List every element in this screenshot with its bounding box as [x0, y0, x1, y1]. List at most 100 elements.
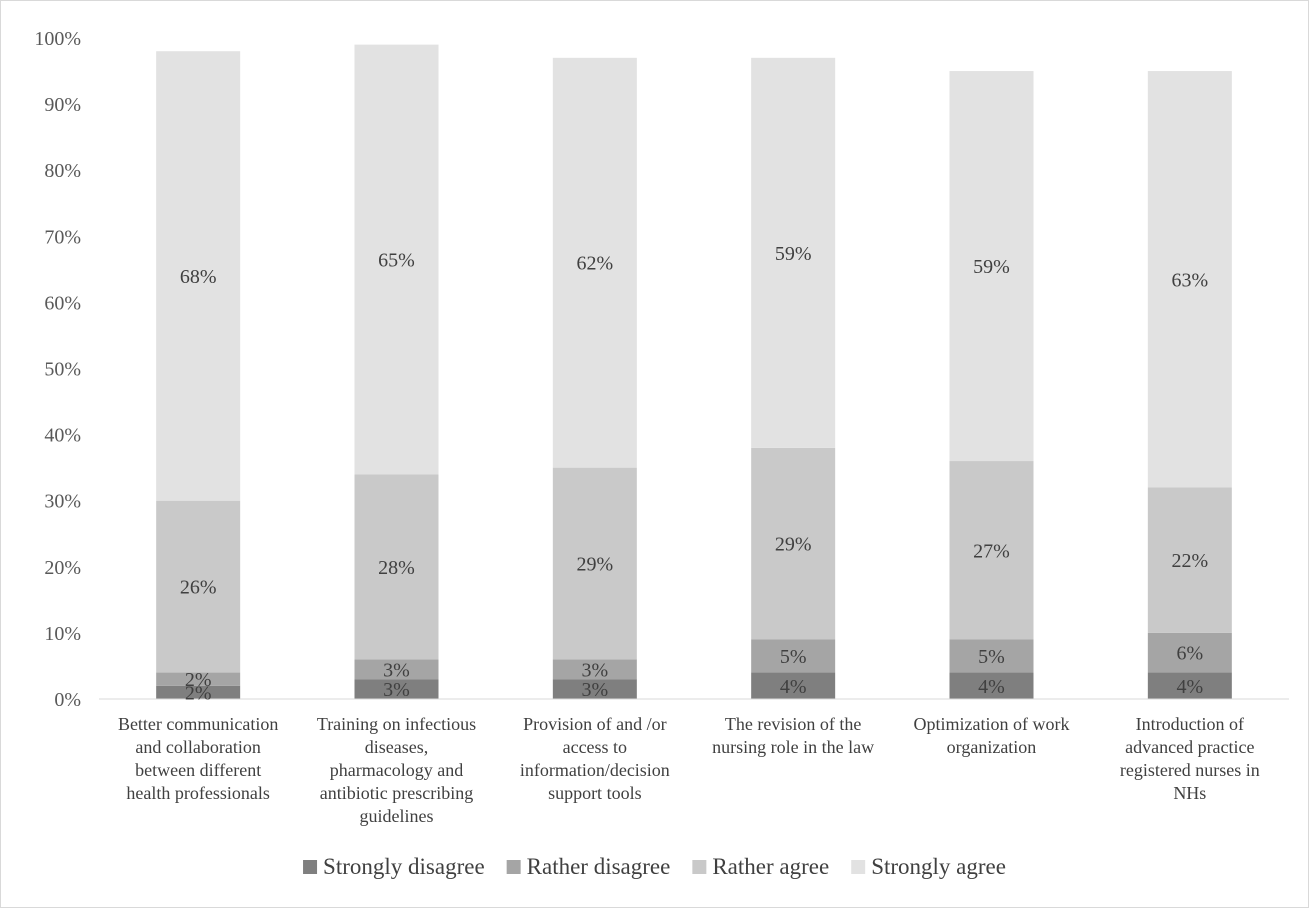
bar-segment-strongly-disagree	[354, 679, 439, 699]
bar-segment-strongly-agree	[552, 57, 637, 468]
legend-swatch	[506, 860, 521, 874]
x-category-label-line: registered nurses in	[1120, 760, 1260, 780]
bar-segment-rather-disagree	[1147, 632, 1232, 673]
data-label: 27%	[973, 540, 1010, 562]
bar-segment-strongly-agree	[751, 57, 836, 448]
x-category-label-line: advanced practice	[1125, 737, 1254, 757]
data-label: 59%	[973, 256, 1010, 278]
x-category-label-line: Optimization of work	[914, 714, 1070, 734]
data-label: 62%	[576, 253, 613, 275]
data-labels: 2%2%26%68%3%3%28%65%3%3%29%62%4%5%29%59%…	[180, 243, 1208, 705]
x-category-label: The revision of the nursing role in the l…	[712, 714, 874, 757]
x-category-label-line: between different	[135, 760, 261, 780]
legend-swatch	[851, 860, 866, 874]
bars	[156, 44, 1232, 699]
bar-segment-strongly-agree	[949, 71, 1034, 462]
data-label: 3%	[383, 679, 410, 701]
legend-item: Strongly disagree	[303, 854, 485, 879]
x-category-label-line: Training on infectious	[317, 714, 476, 734]
legend-item: Rather agree	[692, 854, 829, 879]
bar-segment-strongly-agree	[354, 44, 439, 475]
y-tick-label: 90%	[44, 94, 81, 116]
y-tick-label: 60%	[44, 292, 81, 314]
y-tick-label: 0%	[54, 689, 81, 711]
data-label: 65%	[378, 249, 415, 271]
bar-segment-strongly-disagree	[751, 672, 836, 699]
x-category-label-line: organization	[947, 737, 1037, 757]
data-label: 4%	[978, 676, 1005, 698]
bar-segment-rather-disagree	[354, 659, 439, 680]
bar-segment-strongly-agree	[1147, 71, 1232, 488]
x-category-label-line: information/decision	[520, 760, 670, 780]
data-label: 26%	[180, 577, 217, 599]
x-category-label: Provision of and /or access to information…	[520, 714, 670, 803]
y-tick-label: 20%	[44, 557, 81, 579]
x-category-label-line: antibiotic prescribing	[320, 783, 473, 803]
data-label: 63%	[1171, 269, 1208, 291]
data-label: 22%	[1171, 550, 1208, 572]
legend-swatch	[303, 860, 318, 874]
data-label: 3%	[581, 659, 608, 681]
y-tick-label: 30%	[44, 491, 81, 513]
x-category-label-line: guidelines	[360, 806, 434, 826]
x-category-label-line: pharmacology and	[330, 760, 463, 780]
bar-segment-rather-disagree	[552, 659, 637, 680]
x-category-label-line: and collaboration	[135, 737, 260, 757]
x-category-label-line: Introduction of	[1136, 714, 1244, 734]
y-tick-label: 70%	[44, 226, 81, 248]
bar-segment-strongly-disagree	[949, 672, 1034, 699]
data-label: 6%	[1176, 643, 1203, 665]
x-category-label-line: NHs	[1173, 783, 1206, 803]
bar-segment-rather-agree	[156, 500, 241, 673]
bar-segment-strongly-disagree	[1147, 672, 1232, 699]
x-category-label: Introduction of advanced practice register…	[1120, 714, 1260, 803]
bar-segment-rather-agree	[552, 467, 637, 660]
data-label: 29%	[576, 553, 613, 575]
x-category-label-line: health professionals	[126, 783, 269, 803]
x-axis-category-labels: Better communication and collaboration bet…	[118, 714, 1260, 826]
legend-label: Strongly agree	[871, 854, 1006, 879]
data-label: 5%	[780, 646, 807, 668]
x-category-label-line: Better communication	[118, 714, 278, 734]
y-tick-label: 40%	[44, 425, 81, 447]
x-category-label: Better communication and collaboration bet…	[118, 714, 278, 803]
bar-segment-rather-agree	[1147, 487, 1232, 633]
legend-label: Rather disagree	[527, 854, 671, 879]
data-label: 28%	[378, 557, 415, 579]
data-label: 2%	[185, 669, 212, 691]
data-label: 68%	[180, 266, 217, 288]
bar-segment-strongly-disagree	[552, 679, 637, 699]
data-label: 59%	[775, 243, 812, 265]
bar-segment-rather-disagree	[949, 639, 1034, 673]
x-category-label-line: support tools	[548, 783, 642, 803]
x-category-label-line: diseases,	[365, 737, 428, 757]
data-label: 4%	[780, 676, 807, 698]
data-label: 4%	[1176, 676, 1203, 698]
x-category-label-line: The revision of the	[725, 714, 861, 734]
bar-segment-strongly-agree	[156, 51, 241, 501]
data-label: 3%	[383, 659, 410, 681]
y-axis-ticks: 0% 10% 20% 30% 40% 50% 60% 70% 80% 90% 100%	[34, 28, 81, 711]
legend-item: Strongly agree	[851, 854, 1006, 879]
data-label: 3%	[581, 679, 608, 701]
bar-segment-rather-agree	[354, 474, 439, 660]
data-label: 2%	[185, 682, 212, 704]
bar-segment-rather-agree	[751, 447, 836, 640]
data-label: 29%	[775, 534, 812, 556]
bar-segment-strongly-disagree	[156, 685, 241, 699]
x-category-label: Optimization of work organization	[914, 714, 1070, 757]
x-category-label-line: access to	[563, 737, 627, 757]
y-tick-label: 50%	[44, 359, 81, 381]
bar-segment-rather-disagree	[751, 639, 836, 673]
bar-segment-rather-agree	[949, 461, 1034, 640]
bar-segment-rather-disagree	[156, 672, 241, 686]
legend-label: Rather agree	[712, 854, 829, 879]
y-tick-label: 100%	[34, 28, 81, 50]
x-category-label-line: nursing role in the law	[712, 737, 874, 757]
legend-label: Strongly disagree	[323, 854, 485, 879]
x-category-label: Training on infectious diseases, pharmacol…	[317, 714, 476, 826]
y-tick-label: 10%	[44, 623, 81, 645]
y-tick-label: 80%	[44, 160, 81, 182]
